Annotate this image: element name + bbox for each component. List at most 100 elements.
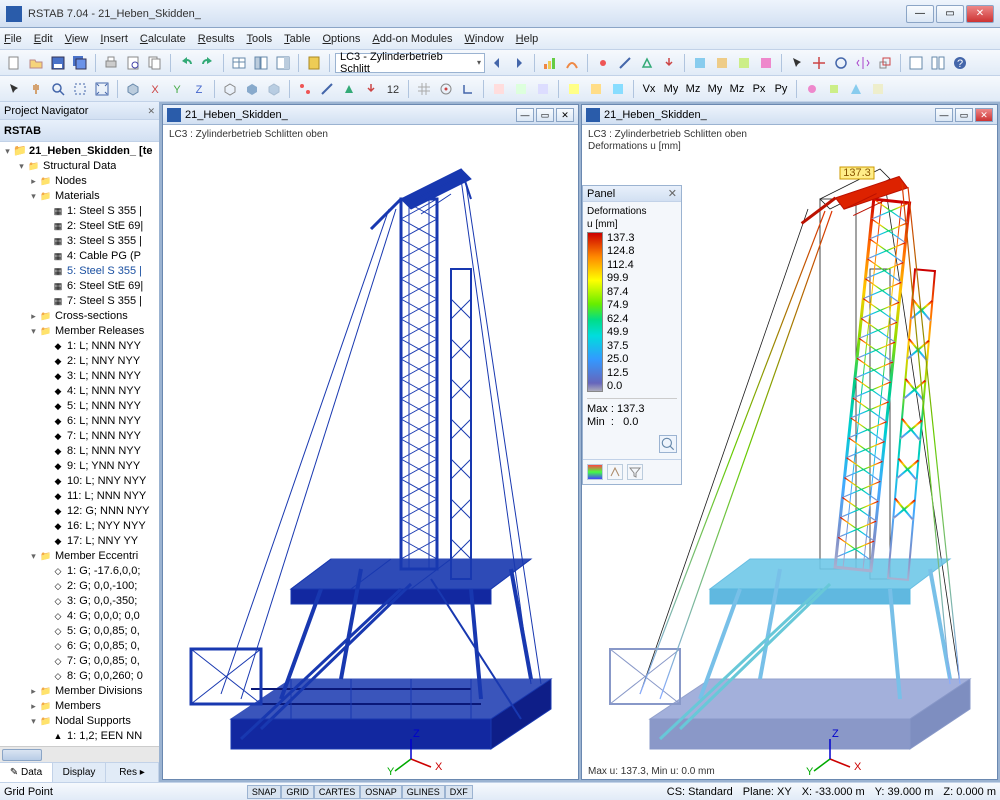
menu-calculate[interactable]: Calculate <box>140 33 186 45</box>
tb-node-icon[interactable] <box>593 53 613 73</box>
view-minimize-button[interactable]: — <box>516 108 534 122</box>
menu-file[interactable]: File <box>4 33 22 45</box>
navigator-hscroll[interactable] <box>0 746 159 762</box>
tb2-grid-icon[interactable] <box>414 79 434 99</box>
tb2-c-icon[interactable] <box>533 79 553 99</box>
tb2-color3-icon[interactable] <box>608 79 628 99</box>
tb-load-icon[interactable] <box>659 53 679 73</box>
tb-move-icon[interactable] <box>809 53 829 73</box>
tb2-b-icon[interactable] <box>511 79 531 99</box>
tb-redo-icon[interactable] <box>198 53 218 73</box>
loadcase-dropdown[interactable]: LC3 - Zylinderbetrieb Schlitt <box>335 53 485 73</box>
tb-copy-icon[interactable] <box>145 53 165 73</box>
status-toggle-glines[interactable]: GLINES <box>402 785 445 799</box>
panel-tab-colors-icon[interactable] <box>587 464 603 480</box>
tb2-r4-icon[interactable]: My <box>705 79 725 99</box>
panel-tab-factors-icon[interactable] <box>607 464 623 480</box>
tb2-render-wire-icon[interactable] <box>220 79 240 99</box>
menu-options[interactable]: Options <box>322 33 360 45</box>
tb-results-icon[interactable] <box>540 53 560 73</box>
nav-tab-res[interactable]: Res ▸ <box>106 763 159 782</box>
menu-add-on-modules[interactable]: Add-on Modules <box>372 33 452 45</box>
tb-tool-d-icon[interactable] <box>756 53 776 73</box>
view-minimize-button[interactable]: — <box>935 108 953 122</box>
tb-win1-icon[interactable] <box>906 53 926 73</box>
tb2-a-icon[interactable] <box>489 79 509 99</box>
status-toggle-snap[interactable]: SNAP <box>247 785 282 799</box>
tree-item[interactable]: ◆16: L; NYY NYY <box>0 519 159 534</box>
panel-options-button[interactable] <box>659 435 677 453</box>
tb-saveall-icon[interactable] <box>70 53 90 73</box>
tb2-s4-icon[interactable] <box>868 79 888 99</box>
menu-insert[interactable]: Insert <box>100 33 128 45</box>
tree-item[interactable]: ▲1: 1,2; EEN NN <box>0 729 159 744</box>
menu-edit[interactable]: Edit <box>34 33 53 45</box>
tb-win2-icon[interactable] <box>928 53 948 73</box>
nav-tab-data[interactable]: ✎ Data <box>0 763 53 782</box>
tb2-view-y-icon[interactable]: Y <box>167 79 187 99</box>
window-close-button[interactable]: ✕ <box>966 5 994 23</box>
tb-undo-icon[interactable] <box>176 53 196 73</box>
tb2-view-x-icon[interactable]: X <box>145 79 165 99</box>
tb-prev-icon[interactable] <box>487 53 507 73</box>
tree-item[interactable]: ◆17: L; NNY YY <box>0 534 159 549</box>
tree-item[interactable]: ◇5: G; 0,0,85; 0, <box>0 624 159 639</box>
result-panel[interactable]: Panel ✕ Deformations u [mm] 137.3124.811… <box>582 185 682 485</box>
menu-window[interactable]: Window <box>465 33 504 45</box>
tb2-show-nodes-icon[interactable] <box>295 79 315 99</box>
tree-item[interactable]: ▦4: Cable PG (P <box>0 249 159 264</box>
tree-item[interactable]: ◇2: G; 0,0,-100; <box>0 579 159 594</box>
menu-table[interactable]: Table <box>284 33 310 45</box>
view-close-button[interactable]: ✕ <box>975 108 993 122</box>
tree-item[interactable]: ▾📁Nodal Supports <box>0 714 159 729</box>
tb2-color2-icon[interactable] <box>586 79 606 99</box>
tb-print-icon[interactable] <box>101 53 121 73</box>
tb2-render-trans-icon[interactable] <box>264 79 284 99</box>
tree-item[interactable]: ◆3: L; NNN NYY <box>0 369 159 384</box>
navigator-close-icon[interactable]: ✕ <box>147 102 155 120</box>
navigator-tree[interactable]: ▾📁21_Heben_Skidden_ [te▾📁Structural Data… <box>0 142 159 746</box>
tb-save-icon[interactable] <box>48 53 68 73</box>
tb2-view-z-icon[interactable]: Z <box>189 79 209 99</box>
view-maximize-button[interactable]: ▭ <box>955 108 973 122</box>
window-maximize-button[interactable]: ▭ <box>936 5 964 23</box>
tb2-color1-icon[interactable] <box>564 79 584 99</box>
tb-tool-b-icon[interactable] <box>712 53 732 73</box>
tree-item[interactable]: ◆7: L; NNN NYY <box>0 429 159 444</box>
tb2-s1-icon[interactable] <box>802 79 822 99</box>
tb-open-icon[interactable] <box>26 53 46 73</box>
tb2-zoomwin-icon[interactable] <box>70 79 90 99</box>
window-minimize-button[interactable]: — <box>906 5 934 23</box>
result-panel-header[interactable]: Panel ✕ <box>583 186 681 202</box>
tb-nav-icon[interactable] <box>251 53 271 73</box>
tb-mirror-icon[interactable] <box>853 53 873 73</box>
status-toggle-osnap[interactable]: OSNAP <box>360 785 402 799</box>
menu-results[interactable]: Results <box>198 33 235 45</box>
navigator-root-tab[interactable]: RSTAB <box>0 120 159 142</box>
tree-item[interactable]: ◇6: G; 0,0,85; 0, <box>0 639 159 654</box>
tree-item[interactable]: ◇7: G; 0,0,85; 0, <box>0 654 159 669</box>
tree-item[interactable]: ◇3: G; 0,0,-350; <box>0 594 159 609</box>
status-toggle-grid[interactable]: GRID <box>281 785 314 799</box>
tb2-zoomall-icon[interactable] <box>92 79 112 99</box>
tb-tool-a-icon[interactable] <box>690 53 710 73</box>
menu-view[interactable]: View <box>65 33 89 45</box>
tb-member-icon[interactable] <box>615 53 635 73</box>
tb-support-icon[interactable] <box>637 53 657 73</box>
tb-deform-icon[interactable] <box>562 53 582 73</box>
tree-item[interactable]: ◆2: L; NNY NYY <box>0 354 159 369</box>
view-left-canvas[interactable]: LC3 : Zylinderbetrieb Schlitten oben <box>163 125 578 779</box>
tb2-show-members-icon[interactable] <box>317 79 337 99</box>
status-toggle-dxf[interactable]: DXF <box>445 785 473 799</box>
tree-item[interactable]: ▾📁Structural Data <box>0 159 159 174</box>
panel-tab-filter-icon[interactable] <box>627 464 643 480</box>
tb-printpreview-icon[interactable] <box>123 53 143 73</box>
navigator-hscroll-thumb[interactable] <box>2 749 42 761</box>
tree-item[interactable]: ◆8: L; NNN NYY <box>0 444 159 459</box>
tb2-ortho-icon[interactable] <box>458 79 478 99</box>
tree-item[interactable]: ▦6: Steel StE 69| <box>0 279 159 294</box>
tb-rotate-icon[interactable] <box>831 53 851 73</box>
tree-item[interactable]: ◆4: L; NNN NYY <box>0 384 159 399</box>
tree-item[interactable]: ▸📁Nodes <box>0 174 159 189</box>
tb2-r3-icon[interactable]: Mz <box>683 79 703 99</box>
